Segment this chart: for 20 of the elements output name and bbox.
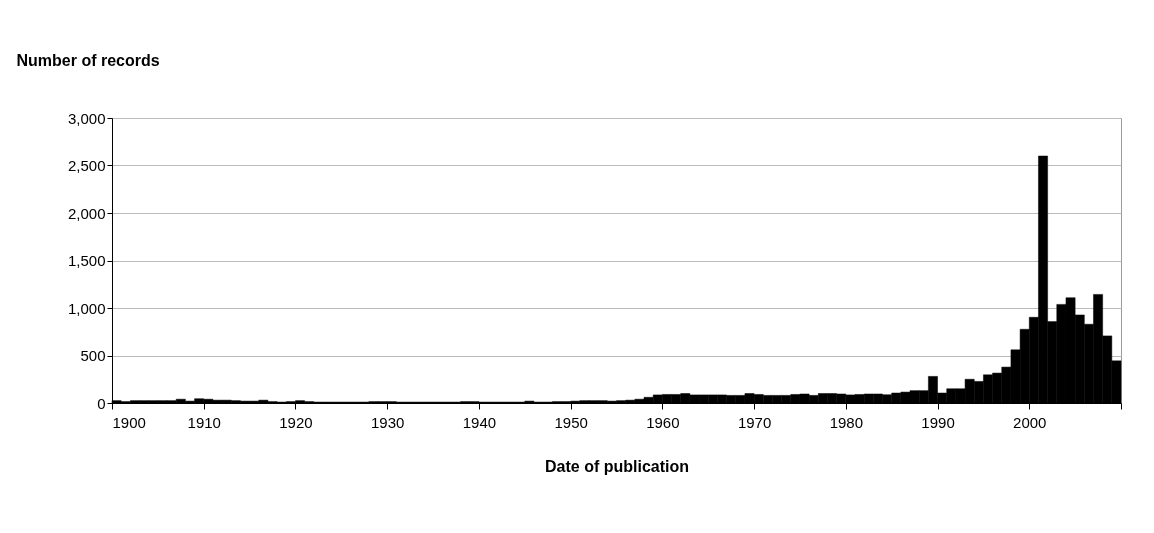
y-tick-label: 3,000 xyxy=(67,109,106,127)
x-tick-label: 1920 xyxy=(279,413,313,431)
x-axis-title: Date of publication xyxy=(545,457,689,475)
y-tick-label: 1,500 xyxy=(67,252,106,269)
x-tick-label: 1900 xyxy=(112,413,146,431)
x-tick-label: 1950 xyxy=(554,413,588,431)
y-tick-label: 1,000 xyxy=(67,299,106,317)
x-tick-label: 1940 xyxy=(462,413,497,431)
x-tick-label: 1970 xyxy=(737,413,772,431)
y-tick-label: 0 xyxy=(97,394,106,412)
x-tick-label: 1990 xyxy=(921,413,955,431)
x-tick-label: 1910 xyxy=(187,413,221,431)
x-tick-label: 1930 xyxy=(370,413,405,431)
y-tick-label: 2,500 xyxy=(67,157,106,174)
y-axis-title: Number of records xyxy=(16,51,160,69)
x-tick-label: 2000 xyxy=(1013,413,1047,431)
y-tick-label: 500 xyxy=(80,347,106,364)
x-tick-label: 1960 xyxy=(646,413,680,431)
y-tick-label: 2,000 xyxy=(67,204,106,222)
x-tick-label: 1980 xyxy=(829,413,864,431)
